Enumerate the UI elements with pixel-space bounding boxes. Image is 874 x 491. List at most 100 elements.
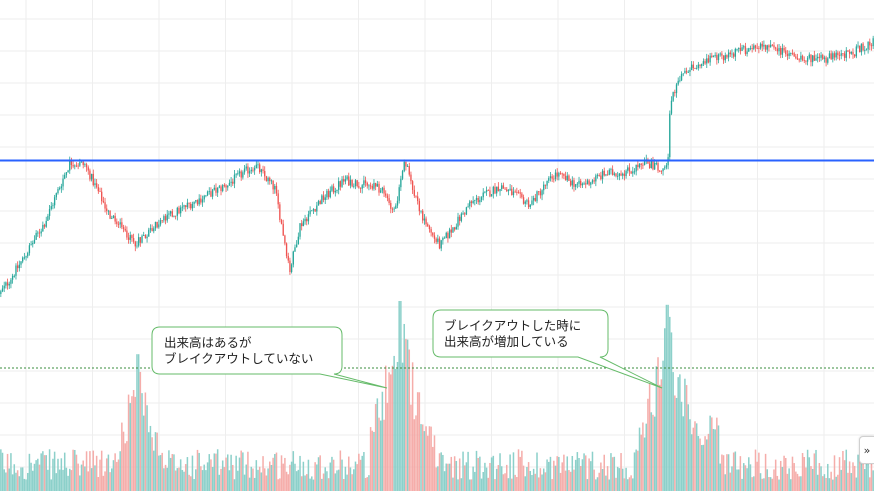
candle-body — [405, 161, 407, 167]
candle-body — [37, 232, 39, 234]
volume-bar — [741, 478, 743, 491]
double-chevron-right-icon: » — [863, 443, 871, 457]
candle-body — [521, 193, 523, 198]
candle-body — [558, 173, 560, 177]
volume-bar — [322, 473, 325, 491]
volume-bar — [495, 468, 498, 491]
volume-bar — [188, 474, 190, 491]
candle-body — [146, 236, 148, 239]
volume-bar — [342, 479, 345, 491]
candle-body — [32, 243, 34, 245]
volume-bar — [820, 466, 822, 491]
volume-bar — [196, 449, 199, 491]
candle-body — [253, 168, 256, 171]
volume-bar — [317, 457, 320, 491]
candle-body — [447, 232, 449, 239]
candle-body — [817, 56, 819, 59]
candle-body — [3, 285, 5, 289]
volume-bar — [10, 453, 12, 491]
volume-bar — [731, 466, 733, 491]
candle-body — [259, 164, 261, 173]
candle-body — [16, 265, 19, 269]
volume-bar — [304, 475, 306, 491]
volume-bar — [353, 469, 355, 491]
candle-body — [506, 189, 508, 192]
candle-body — [729, 52, 731, 55]
candle-body — [722, 55, 725, 61]
volume-bar — [124, 443, 126, 491]
candle-body — [736, 48, 738, 50]
candle-body — [317, 201, 320, 206]
candle-body — [101, 191, 103, 202]
candle-body — [642, 164, 644, 166]
candle-body — [301, 223, 303, 227]
candle-body — [28, 245, 31, 254]
candle-body — [413, 189, 415, 196]
candle-body — [820, 55, 822, 58]
volume-bar — [354, 461, 357, 491]
candle-body — [585, 183, 587, 185]
volume-bar — [551, 479, 553, 491]
candle-body — [134, 241, 136, 247]
volume-bar — [423, 431, 426, 491]
candle-body — [366, 182, 368, 186]
volume-bar — [514, 474, 516, 491]
candle-body — [373, 182, 375, 189]
volume-bar — [559, 472, 562, 491]
candle-body — [154, 221, 157, 229]
candle-body — [633, 171, 636, 173]
volume-bar — [111, 468, 113, 491]
volume-bar — [737, 469, 740, 491]
volume-bar — [840, 469, 842, 491]
candle-body — [531, 200, 533, 205]
candle-body — [33, 239, 36, 244]
candle-body — [507, 189, 510, 192]
candle-body — [554, 172, 557, 179]
candle-body — [411, 181, 414, 190]
volume-bar — [813, 453, 816, 491]
candle-body — [529, 204, 531, 208]
candle-body — [230, 181, 232, 183]
candle-body — [180, 207, 182, 214]
volume-bar — [220, 468, 222, 491]
scroll-to-realtime-button[interactable]: » — [859, 436, 874, 464]
candle-body — [386, 195, 389, 199]
volume-bar — [783, 455, 785, 491]
volume-bar — [104, 471, 106, 491]
candle-body — [139, 237, 142, 243]
volume-bar — [593, 469, 595, 491]
volume-bar — [35, 460, 37, 491]
volume-bar — [280, 455, 283, 491]
candle-body — [847, 50, 849, 52]
candle-body — [749, 48, 752, 49]
candle-body — [153, 228, 155, 232]
candle-body — [574, 184, 577, 187]
volume-bar — [386, 402, 389, 491]
candle-body — [704, 61, 706, 64]
candle-body — [201, 199, 204, 203]
candle-body — [156, 221, 158, 228]
candle-body — [363, 180, 365, 186]
candle-body — [289, 260, 291, 273]
volume-bar — [351, 474, 353, 491]
volume-bar — [132, 390, 135, 491]
candle-body — [235, 173, 237, 175]
volume-bar — [596, 477, 599, 491]
candle-body — [448, 229, 451, 239]
candle-body — [67, 170, 69, 173]
volume-bar — [443, 471, 446, 491]
candle-body — [517, 191, 520, 193]
volume-bar — [546, 459, 548, 491]
volume-bar — [285, 471, 288, 491]
volume-bar — [811, 468, 814, 491]
volume-bar — [517, 449, 520, 491]
volume-bar — [467, 451, 469, 491]
candle-body — [484, 191, 486, 193]
candle-body — [771, 44, 773, 46]
volume-bar — [178, 467, 180, 491]
candle-body — [716, 55, 718, 61]
volume-bar — [38, 464, 41, 491]
candle-body — [833, 53, 836, 58]
volume-bar — [411, 362, 414, 491]
volume-bar — [398, 301, 400, 491]
